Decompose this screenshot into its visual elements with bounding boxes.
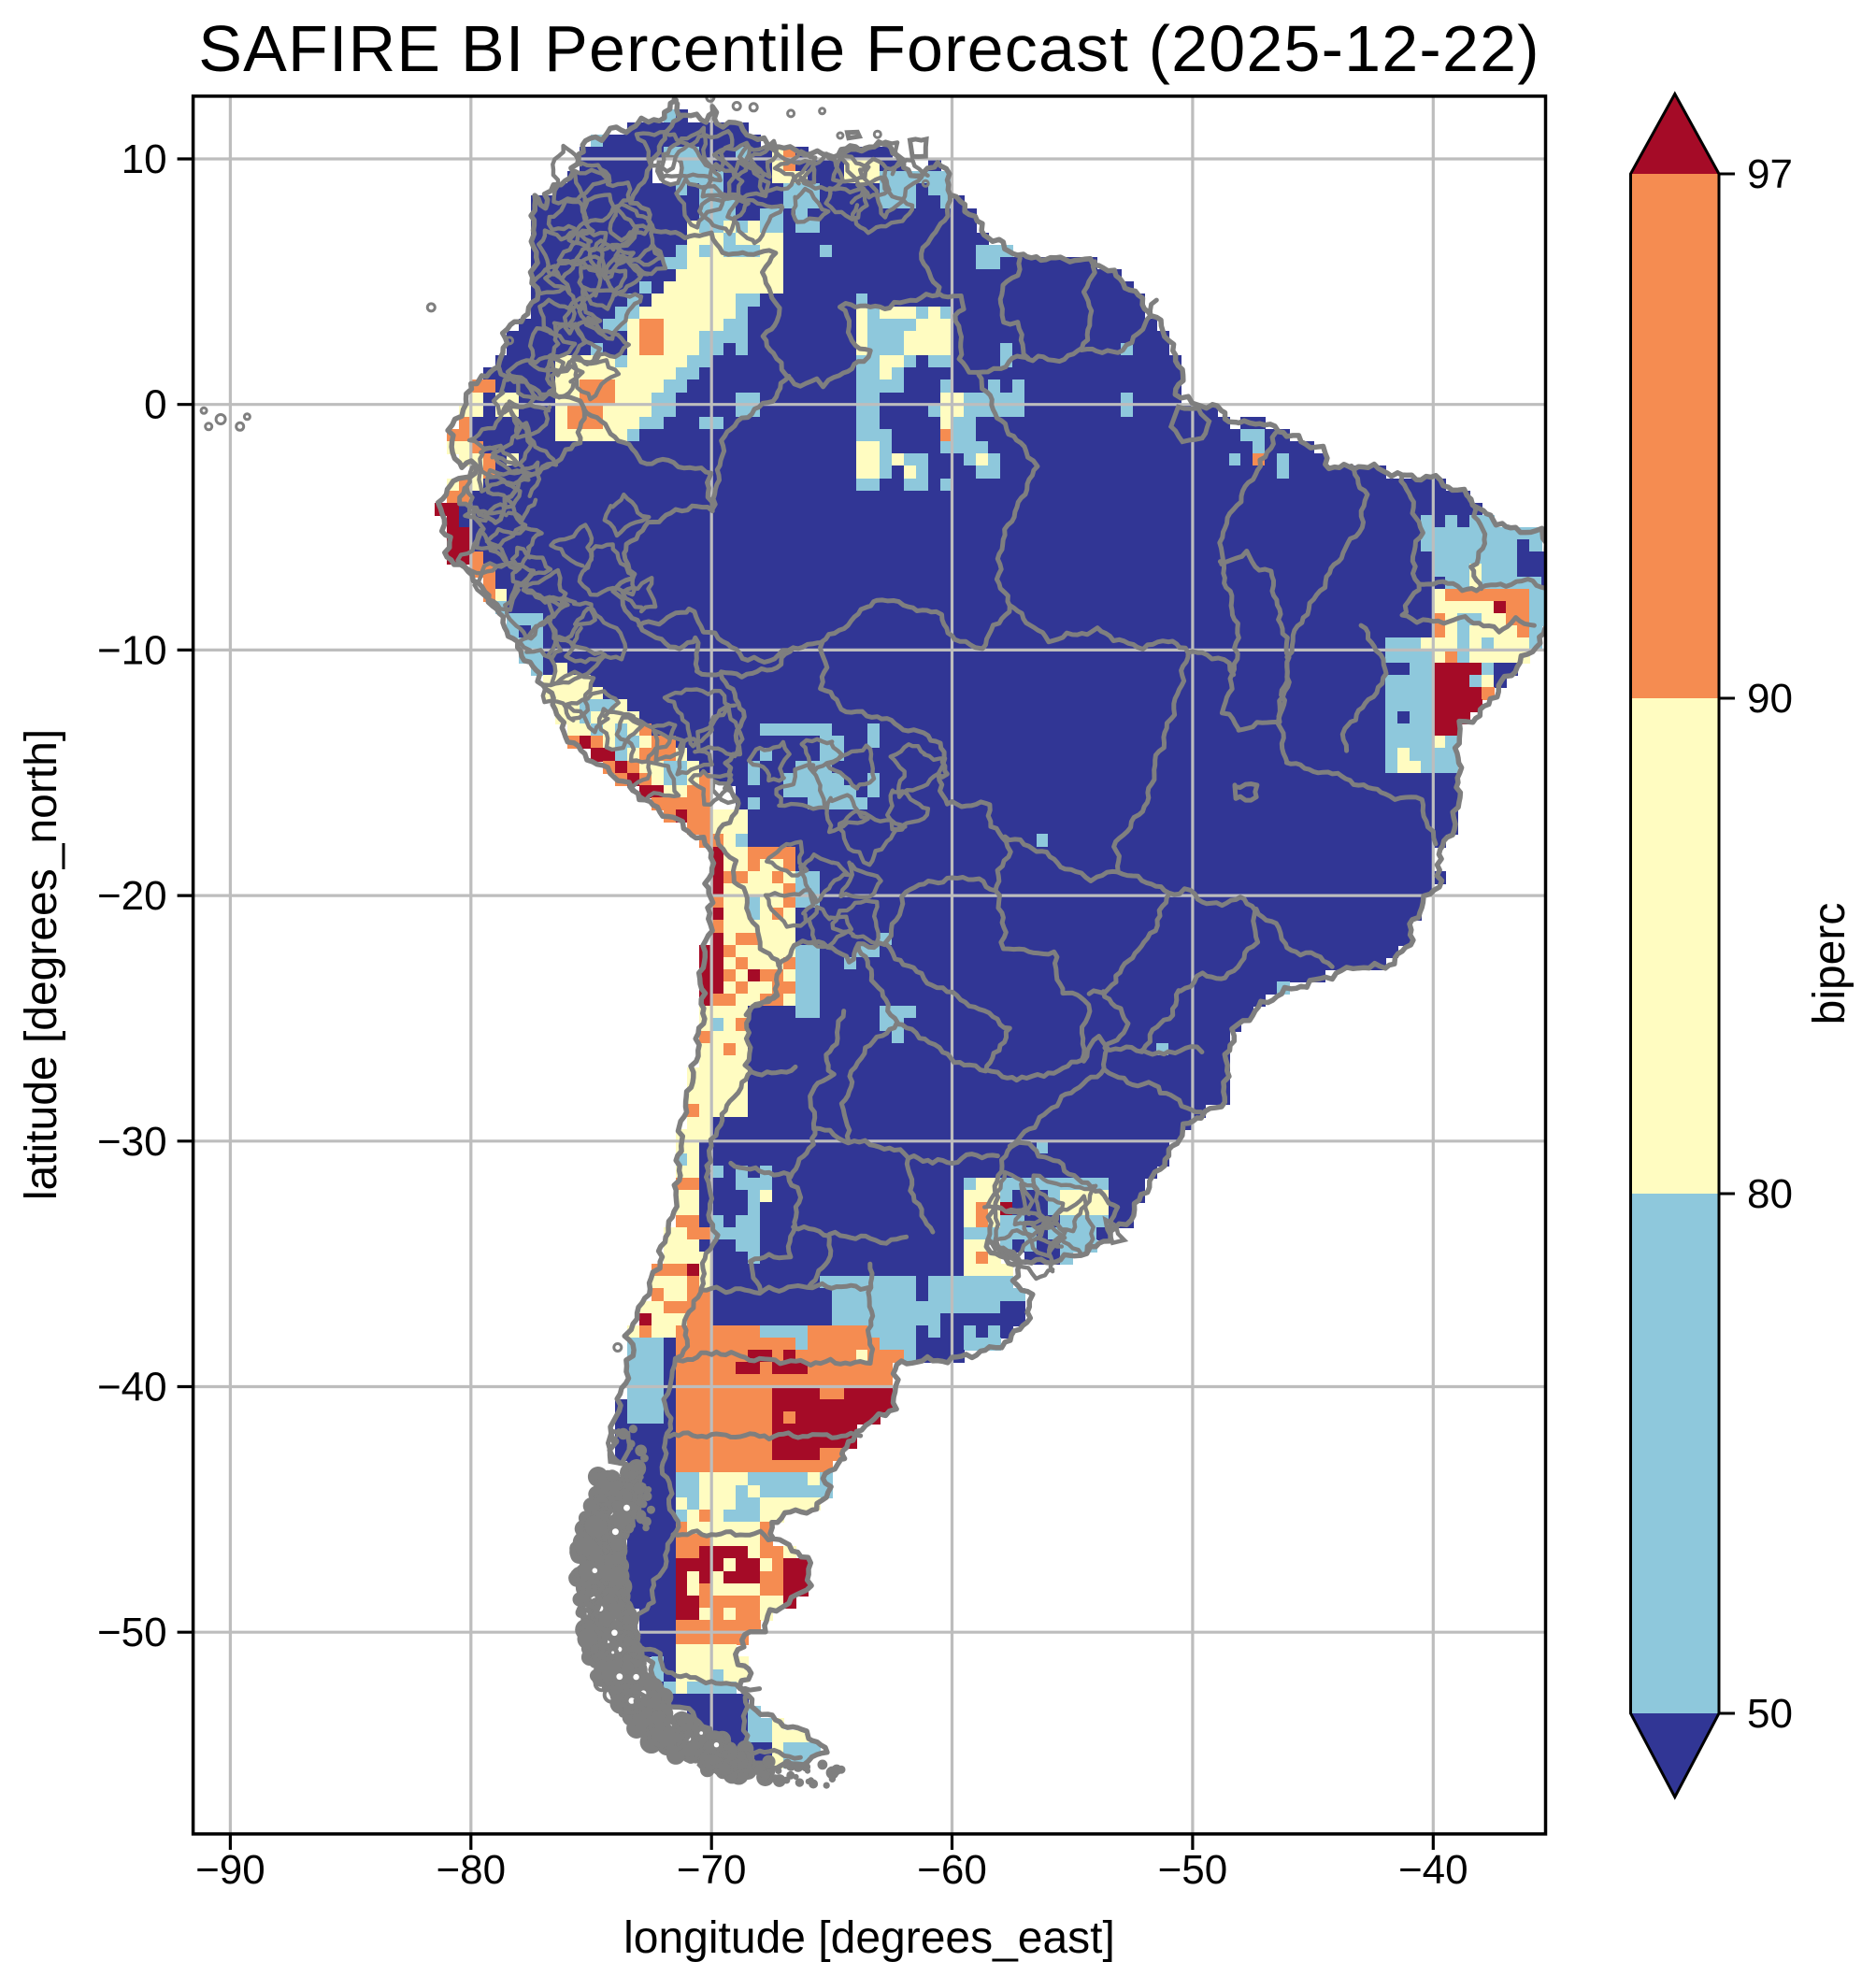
svg-text:97: 97: [1747, 151, 1793, 197]
svg-text:10: 10: [122, 136, 167, 182]
svg-text:latitude [degrees_north]: latitude [degrees_north]: [17, 729, 66, 1200]
svg-text:90: 90: [1747, 676, 1793, 722]
svg-text:−70: −70: [677, 1847, 747, 1893]
svg-text:−40: −40: [1398, 1847, 1468, 1893]
svg-text:biperc: biperc: [1805, 903, 1855, 1025]
svg-text:−50: −50: [1158, 1847, 1228, 1893]
svg-text:−80: −80: [436, 1847, 506, 1893]
svg-text:−20: −20: [97, 873, 167, 919]
svg-text:SAFIRE BI Percentile Forecast: SAFIRE BI Percentile Forecast (2025-12-2…: [198, 12, 1539, 85]
svg-text:−30: −30: [97, 1119, 167, 1165]
svg-text:−60: −60: [917, 1847, 987, 1893]
svg-text:−40: −40: [97, 1365, 167, 1410]
svg-text:0: 0: [144, 382, 166, 428]
svg-text:longitude [degrees_east]: longitude [degrees_east]: [623, 1913, 1115, 1963]
svg-text:50: 50: [1747, 1691, 1793, 1737]
svg-text:80: 80: [1747, 1171, 1793, 1217]
svg-text:−50: −50: [97, 1610, 167, 1655]
svg-text:−90: −90: [195, 1847, 265, 1893]
svg-text:−10: −10: [97, 627, 167, 673]
